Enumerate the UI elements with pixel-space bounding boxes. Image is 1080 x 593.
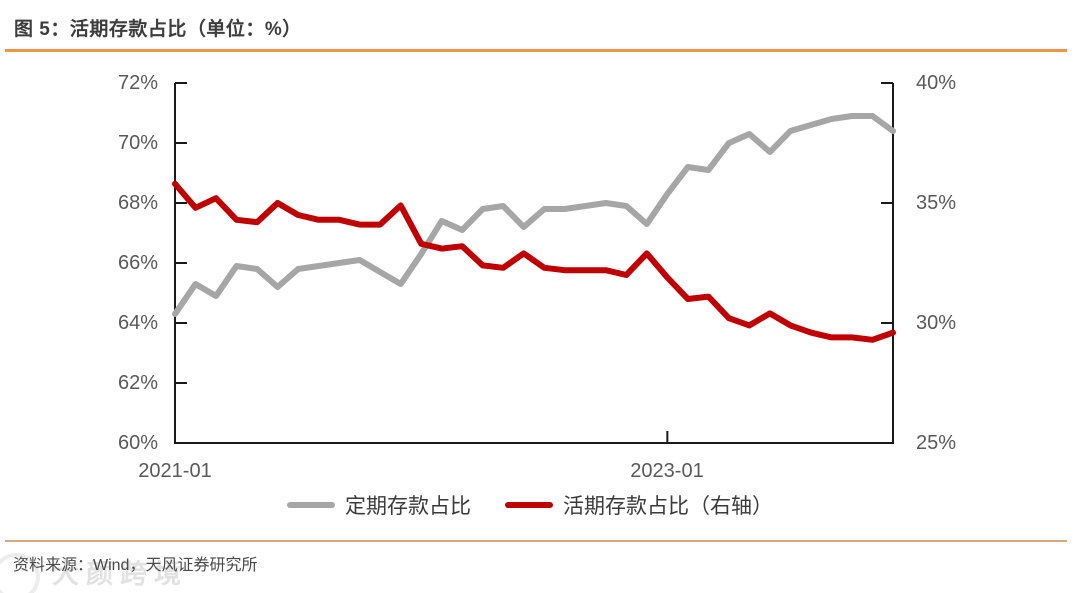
source-note: 资料来源：Wind，天风证券研究所 [13,557,258,574]
x-axis-tick-label: 2021-01 [138,460,212,482]
left-axis-tick-label: 70% [117,132,158,154]
legend-swatch-time-deposit [287,502,335,508]
legend-label-demand-deposit: 活期存款占比（右轴） [563,494,773,518]
footer-divider [5,540,1067,542]
left-axis-tick-label: 68% [117,192,158,214]
title-divider [5,49,1067,52]
left-axis-tick-label: 60% [117,432,158,454]
right-axis-tick-label: 30% [916,312,957,334]
figure-title: 图 5：活期存款占比（单位：%） [14,19,302,40]
chart-axes [174,82,894,444]
left-axis-ticks [175,82,187,444]
left-axis-tick-label: 72% [117,72,158,94]
watermark-text: 大颜跨境 [52,559,188,589]
legend-label-time-deposit: 定期存款占比 [345,494,471,518]
x-axis-tick-label: 2023-01 [630,460,704,482]
right-axis-tick-label: 35% [916,192,957,214]
series-line-demand-deposit [172,180,896,343]
legend-swatch-demand-deposit [505,502,553,508]
x-axis-ticks [174,431,669,443]
right-axis-tick-label: 40% [916,72,957,94]
right-axis-ticks [881,82,893,444]
series-line-time-deposit [172,113,896,317]
right-axis-tick-label: 25% [916,432,957,454]
left-axis-tick-label: 62% [117,372,158,394]
watermark-logo-icon [0,553,40,593]
left-axis-tick-label: 64% [117,312,158,334]
chart-legend: 定期存款占比 活期存款占比（右轴） [0,490,1060,520]
left-axis-tick-label: 66% [117,252,158,274]
